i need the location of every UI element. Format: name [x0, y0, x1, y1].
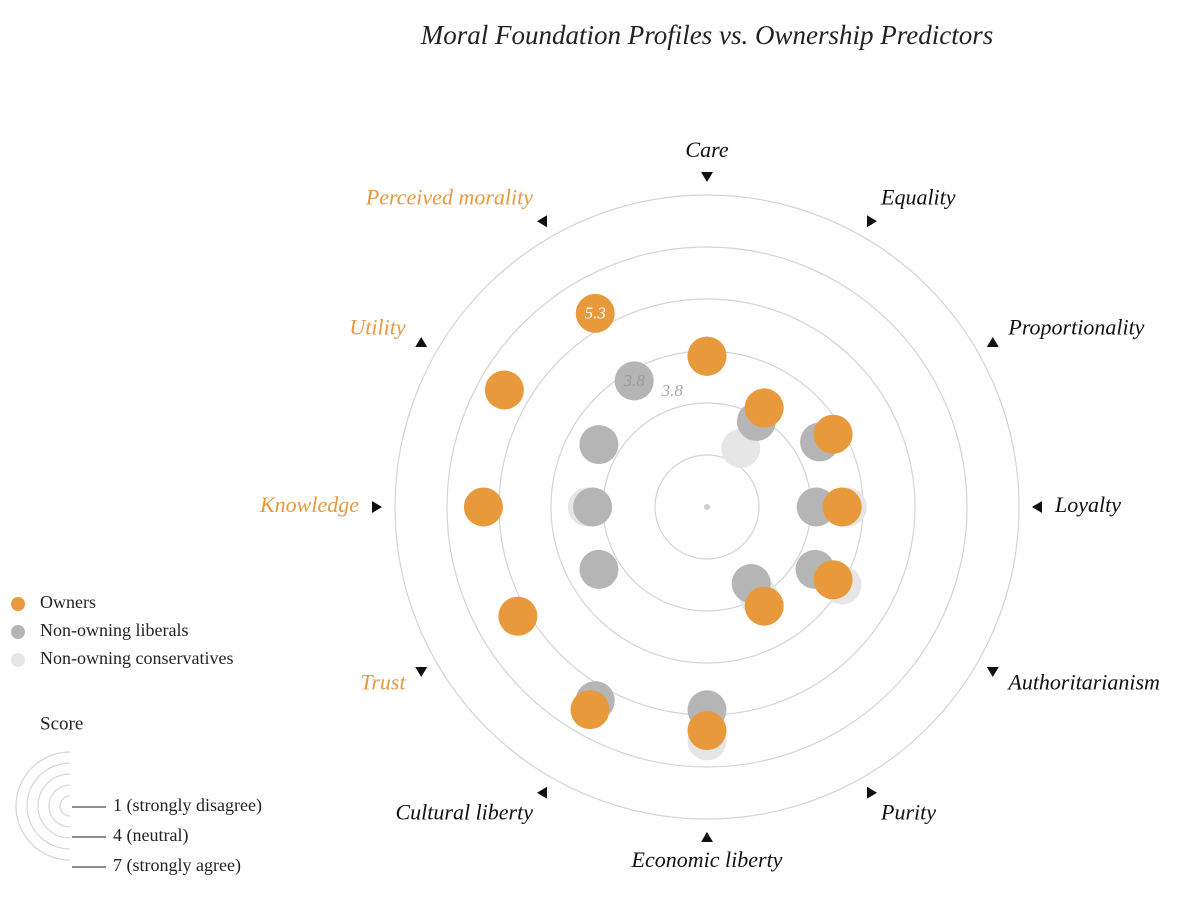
ring — [446, 246, 968, 768]
dot — [822, 487, 862, 527]
dot — [687, 711, 727, 751]
value-label: 3.8 — [661, 381, 684, 400]
legend-label: Non-owning liberals — [40, 620, 188, 640]
axis-label: Equality — [880, 185, 956, 210]
axis-label: Knowledge — [259, 492, 359, 517]
dot — [744, 586, 784, 626]
score-legend-label: 7 (strongly agree) — [113, 855, 241, 876]
score-arc — [37, 773, 71, 839]
dot — [813, 560, 853, 600]
value-label: 3.8 — [623, 371, 646, 390]
center-dot — [704, 504, 710, 510]
dot — [575, 293, 615, 333]
axis-label: Authoritarianism — [1006, 670, 1160, 695]
dot — [484, 370, 524, 410]
axis-arrow — [701, 832, 713, 842]
axis-arrow — [867, 786, 877, 799]
dot — [463, 487, 503, 527]
score-arc — [26, 762, 71, 850]
dot — [498, 596, 538, 636]
axis-arrow — [415, 337, 428, 347]
axis-arrow — [537, 215, 547, 228]
score-arc — [15, 751, 71, 861]
dot — [744, 388, 784, 428]
score-legend-label: 1 (strongly disagree) — [113, 795, 262, 816]
axis-arrow — [701, 172, 713, 182]
legend-marker — [11, 597, 25, 611]
score-legend-title: Score — [40, 713, 83, 734]
legend-label: Owners — [40, 592, 96, 612]
axis-arrow — [537, 786, 547, 799]
score-arc — [48, 784, 71, 828]
axis-label: Purity — [880, 799, 936, 824]
dot — [579, 549, 619, 589]
dot — [570, 690, 610, 730]
axis-label: Care — [685, 137, 728, 162]
axis-arrow — [867, 215, 877, 228]
legend-label: Non-owning conservatives — [40, 648, 233, 668]
axis-label: Cultural liberty — [396, 799, 534, 824]
value-label: 5.3 — [585, 303, 606, 322]
axis-label: Utility — [349, 315, 405, 340]
chart-title: Moral Foundation Profiles vs. Ownership … — [420, 20, 993, 50]
score-legend-lines — [72, 806, 106, 868]
axis-label: Perceived morality — [365, 185, 533, 210]
legend-marker — [11, 625, 25, 639]
axis-arrow — [372, 501, 382, 513]
score-legend-label: 4 (neutral) — [113, 825, 188, 846]
axis-label: Proportionality — [1007, 315, 1144, 340]
axis-arrow — [415, 667, 428, 677]
axis-label: Economic liberty — [631, 847, 783, 872]
dot — [579, 425, 619, 465]
dot — [687, 336, 727, 376]
dot — [573, 487, 613, 527]
axis-label: Trust — [360, 670, 406, 695]
axis-label: Loyalty — [1054, 492, 1121, 517]
dot — [614, 361, 654, 401]
score-legend-arcs — [15, 751, 71, 861]
dot — [813, 414, 853, 454]
legend-marker — [11, 653, 25, 667]
score-arc — [59, 795, 71, 817]
ring — [654, 454, 760, 560]
axis-arrow — [986, 337, 999, 347]
axis-arrow — [986, 667, 999, 677]
ring — [394, 194, 1020, 820]
axis-arrow — [1032, 501, 1042, 513]
